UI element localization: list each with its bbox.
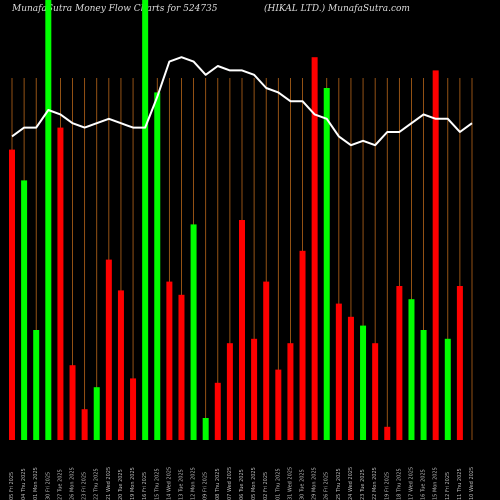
- bar-4: [45, 0, 52, 440]
- x-tick-label: 14 Wed 2025: [166, 467, 172, 500]
- x-tick-label: 17 Wed 2025: [408, 467, 414, 500]
- bar-21: [251, 338, 258, 440]
- bar-26: [311, 57, 318, 440]
- bar-36: [432, 70, 439, 441]
- bar-2: [21, 180, 28, 440]
- x-tick-label: 26 Mon 2025: [70, 467, 76, 500]
- x-tick-label: 24 Wed 2025: [348, 467, 354, 500]
- x-tick-label: 31 Wed 2025: [287, 467, 293, 500]
- bar-35: [420, 330, 427, 440]
- bar-9: [105, 259, 112, 440]
- bar-31: [372, 343, 379, 440]
- x-tick-label: 25 Thu 2025: [336, 468, 342, 500]
- bar-38: [456, 286, 463, 440]
- bar-27: [323, 88, 330, 440]
- x-tick-label: 23 Tue 2025: [360, 469, 366, 500]
- bar-20: [239, 220, 245, 440]
- x-tick-label: 09 Fri 2025: [203, 472, 209, 500]
- x-tick-label: 05 Mon 2025: [251, 467, 257, 500]
- bar-17: [202, 418, 209, 440]
- title-left: MunafaSutra Money Flow Charts for 524735: [12, 4, 218, 14]
- x-tick-label: 22 Mon 2025: [372, 467, 378, 500]
- x-tick-label: 07 Wed 2025: [227, 467, 233, 500]
- bar-23: [275, 369, 282, 440]
- x-tick-label: 15 Mon 2025: [433, 467, 439, 500]
- bar-29: [347, 316, 354, 440]
- x-tick-label: 13 Tue 2025: [178, 469, 184, 500]
- money-flow-line-layer: [11, 56, 473, 147]
- x-tick-label: 19 Mon 2025: [130, 467, 136, 500]
- x-tick-label: 12 Fri 2025: [445, 472, 451, 500]
- title-right: (HIKAL LTD.) MunafaSutra.com: [264, 4, 410, 14]
- x-tick-label: 10 Wed 2025: [469, 467, 475, 500]
- bar-33: [396, 286, 403, 440]
- x-tick-label: 27 Tue 2025: [57, 469, 63, 500]
- bar-28: [335, 303, 342, 440]
- chart-title: MunafaSutra Money Flow Charts for 524735…: [12, 4, 488, 24]
- bar-7: [81, 409, 88, 440]
- bar-15: [178, 294, 185, 440]
- bar-18: [214, 382, 221, 440]
- x-tick-label: 11 Thu 2025: [457, 468, 463, 500]
- bar-34: [408, 299, 415, 440]
- bar-8: [93, 387, 100, 440]
- bar-16: [190, 224, 197, 440]
- x-tick-label: 08 Thu 2025: [215, 468, 221, 500]
- x-tick-label: 19 Fri 2025: [384, 472, 390, 500]
- x-tick-label: 12 Mon 2025: [191, 467, 197, 500]
- x-tick-label: 20 Tue 2025: [118, 469, 124, 500]
- bar-19: [226, 343, 233, 440]
- bar-13: [154, 92, 161, 441]
- bar-25: [299, 250, 306, 440]
- bars: [9, 0, 463, 441]
- bar-11: [130, 378, 137, 440]
- bar-12: [142, 0, 149, 440]
- bar-37: [444, 338, 451, 440]
- x-tick-label: 01 Mon 2025: [33, 467, 39, 500]
- bar-32: [384, 426, 391, 440]
- x-tick-label: 18 Thu 2025: [396, 468, 402, 500]
- x-tick-label: 15 Thu 2025: [154, 468, 160, 500]
- money-flow-line: [11, 56, 473, 147]
- x-tick-label: 04 Thu 2025: [21, 468, 27, 500]
- x-tick-label: 23 Fri 2025: [82, 472, 88, 500]
- bar-6: [69, 365, 76, 440]
- x-tick-label: 29 Mon 2025: [312, 467, 318, 500]
- x-tick-label: 21 Wed 2025: [106, 467, 112, 500]
- bar-1: [9, 149, 15, 440]
- bar-14: [166, 281, 173, 440]
- x-tick-label: 05 Fri 2025: [9, 472, 15, 500]
- bar-22: [263, 281, 270, 440]
- x-tick-label: 30 Fri 2025: [45, 472, 51, 500]
- bar-24: [287, 343, 294, 440]
- bar-10: [117, 290, 124, 440]
- x-tick-label: 16 Fri 2025: [142, 472, 148, 500]
- x-tick-label: 26 Fri 2025: [324, 472, 330, 500]
- x-tick-label: 01 Thu 2025: [275, 468, 281, 500]
- x-tick-label: 22 Thu 2025: [94, 468, 100, 500]
- x-tick-label: 06 Tue 2025: [239, 469, 245, 500]
- bar-3: [33, 330, 40, 440]
- bar-30: [360, 325, 367, 440]
- x-tick-label: 30 Tue 2025: [300, 469, 306, 500]
- x-tick-label: 02 Fri 2025: [263, 472, 269, 500]
- x-tick-labels: 05 Fri 2025 04 Thu 2025 01 Mon 2025 30 Fri …: [9, 467, 475, 500]
- x-tick-label: 16 Tue 2025: [421, 469, 427, 500]
- bar-5: [57, 127, 64, 440]
